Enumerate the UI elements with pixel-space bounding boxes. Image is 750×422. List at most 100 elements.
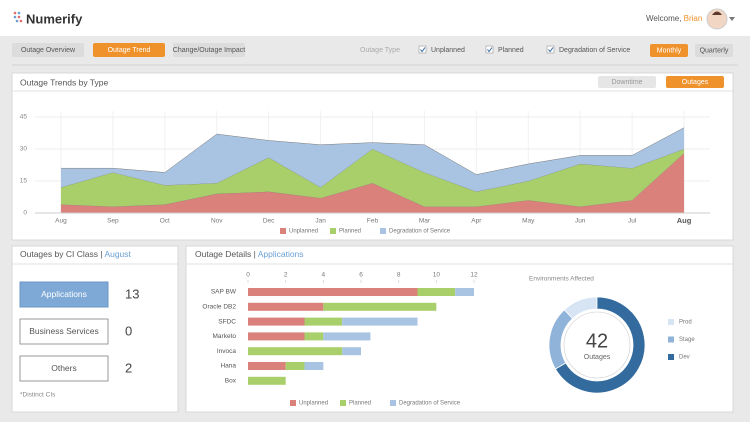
period[interactable]: Quarterly bbox=[695, 44, 733, 57]
ci-count: 0 bbox=[125, 323, 132, 338]
legend-label: Prod bbox=[679, 320, 692, 326]
x-tick-label: Mar bbox=[419, 218, 431, 225]
bar-segment bbox=[248, 376, 286, 385]
toggle-label[interactable]: Downtime bbox=[611, 79, 642, 86]
category-label: Oracle DB2 bbox=[202, 304, 236, 311]
ci-button-active[interactable]: Applications bbox=[19, 281, 109, 308]
x-tick-label: Aug bbox=[55, 218, 67, 225]
header-bar bbox=[0, 0, 750, 36]
ci-label[interactable]: Applications bbox=[41, 289, 87, 299]
bar-segment bbox=[248, 302, 324, 311]
filter-option[interactable]: Planned bbox=[498, 47, 524, 54]
bar-segment bbox=[304, 332, 324, 341]
avatar[interactable] bbox=[706, 8, 728, 30]
x-tick-label: Aug bbox=[677, 216, 692, 225]
bar-segment bbox=[323, 332, 371, 341]
x-tick-label: Feb bbox=[367, 218, 379, 225]
donut-segment bbox=[554, 296, 646, 394]
center-label: Outages bbox=[584, 354, 611, 361]
checkbox[interactable] bbox=[418, 45, 427, 54]
filter-option[interactable]: Unplanned bbox=[431, 47, 465, 54]
period-label[interactable]: Quarterly bbox=[700, 47, 729, 54]
x-tick-label: 6 bbox=[359, 272, 363, 279]
x-tick-label: 2 bbox=[284, 272, 288, 279]
area-chart: 0 15 30 45 Aug Sep Oct Nov Dec Jan Feb Mar Apr May Jun… bbox=[20, 111, 710, 235]
y-tick-label: 45 bbox=[20, 114, 28, 121]
bar-segment bbox=[304, 317, 343, 326]
ci-label[interactable]: Others bbox=[51, 363, 77, 373]
ci-note: *Distinct CIs bbox=[20, 392, 56, 399]
category-label: SFDC bbox=[218, 318, 236, 325]
y-tick-label: 30 bbox=[20, 146, 28, 153]
ci-button[interactable]: Business Services bbox=[19, 318, 109, 345]
legend-swatch bbox=[668, 336, 674, 343]
tab-active[interactable]: Outage Trend bbox=[93, 43, 165, 57]
tab[interactable]: Outage Overview bbox=[12, 43, 84, 57]
x-tick-label: 10 bbox=[433, 272, 441, 279]
tab-label[interactable]: Outage Trend bbox=[108, 47, 151, 54]
donut-chart: Environments Affected Prod Stage Dev 42 Outag… bbox=[529, 276, 695, 394]
filter-option[interactable]: Degradation of Service bbox=[559, 47, 630, 54]
checkbox[interactable] bbox=[485, 45, 494, 54]
filter-label: Outage Type bbox=[360, 47, 400, 54]
avatar-hair bbox=[712, 11, 722, 15]
ci-button[interactable]: Others bbox=[19, 355, 109, 382]
toggle-label[interactable]: Outages bbox=[682, 79, 709, 86]
x-tick-label: Sep bbox=[107, 218, 119, 225]
legend-swatch bbox=[330, 228, 336, 234]
legend-swatch bbox=[340, 400, 346, 406]
category-label: Marketo bbox=[213, 333, 237, 340]
x-tick-label: May bbox=[522, 218, 535, 225]
period-label[interactable]: Monthly bbox=[657, 47, 682, 54]
x-tick-label: Oct bbox=[160, 218, 170, 225]
legend-label: Unplanned bbox=[299, 401, 328, 407]
bar-segment bbox=[342, 317, 418, 326]
title-highlight: Applications bbox=[258, 249, 304, 259]
x-tick-label: 0 bbox=[246, 272, 250, 279]
x-tick-label: Dec bbox=[263, 218, 275, 225]
legend-label: Dev bbox=[679, 355, 690, 361]
details-panel bbox=[185, 245, 734, 413]
bar-segment bbox=[248, 362, 286, 370]
title-text: Outage Details | bbox=[195, 249, 256, 259]
logo-icon bbox=[13, 11, 23, 23]
period-active[interactable]: Monthly bbox=[650, 44, 688, 57]
legend-label: Degradation of Service bbox=[389, 229, 451, 235]
checkbox[interactable] bbox=[546, 45, 555, 54]
category-label: Hana bbox=[220, 363, 236, 370]
area-edge bbox=[60, 127, 685, 175]
legend-swatch bbox=[280, 228, 286, 234]
area bbox=[60, 149, 685, 207]
y-tick-label: 15 bbox=[20, 178, 28, 185]
category-label: Box bbox=[225, 378, 237, 385]
bar-segment bbox=[455, 288, 474, 296]
y-tick-label: 0 bbox=[23, 210, 27, 217]
x-tick-label: 12 bbox=[470, 272, 478, 279]
user-menu-arrow[interactable] bbox=[729, 17, 735, 21]
tab-label[interactable]: Outage Overview bbox=[21, 47, 76, 54]
legend-label: Degradation of Service bbox=[399, 401, 461, 407]
toggle[interactable]: Downtime bbox=[598, 76, 656, 88]
legend-swatch bbox=[668, 354, 674, 360]
chart-title: Environments Affected bbox=[529, 276, 594, 283]
x-tick-label: Jun bbox=[575, 218, 586, 225]
bar-segment bbox=[342, 347, 361, 356]
x-tick-label: 8 bbox=[397, 272, 401, 279]
ci-label[interactable]: Business Services bbox=[29, 326, 98, 336]
panel-title: Outage Details | Applications bbox=[195, 249, 304, 259]
legend-label: Unplanned bbox=[289, 229, 318, 235]
panel-title: Outages by CI Class | August bbox=[20, 249, 132, 259]
toggle-active[interactable]: Outages bbox=[666, 76, 724, 88]
user-name[interactable]: Brian bbox=[684, 14, 703, 23]
legend-swatch bbox=[380, 228, 386, 234]
legend-swatch bbox=[290, 400, 296, 406]
tab[interactable]: Change/Outage Impact bbox=[173, 43, 245, 57]
bar-segment bbox=[248, 288, 418, 296]
bar-chart: 0 2 4 6 8 10 12 SAP BW Oracle DB2 SFDC Marketo Invo… bbox=[202, 272, 478, 407]
legend-label: Planned bbox=[339, 229, 361, 235]
bar-segment bbox=[285, 362, 305, 370]
bar-segment bbox=[248, 347, 343, 356]
tab-label[interactable]: Change/Outage Impact bbox=[173, 47, 245, 54]
